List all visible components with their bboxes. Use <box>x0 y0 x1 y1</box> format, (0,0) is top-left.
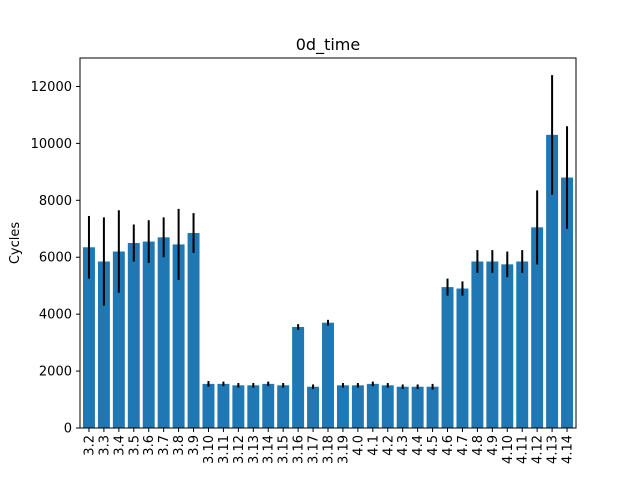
bar <box>232 385 245 428</box>
bar <box>127 243 140 428</box>
x-tick-label: 4.8 <box>471 435 486 456</box>
x-tick-label: 4.11 <box>516 435 531 464</box>
x-tick-label: 3.14 <box>262 435 277 464</box>
x-tick-label: 4.5 <box>426 435 441 456</box>
x-tick-label: 3.6 <box>142 435 157 456</box>
bar <box>112 251 125 428</box>
bar <box>202 383 215 428</box>
x-tick-label: 4.4 <box>411 435 426 456</box>
bar <box>501 264 514 428</box>
bar <box>396 386 409 428</box>
x-tick-label: 4.14 <box>561 435 576 464</box>
x-tick-label: 4.12 <box>531 435 546 464</box>
bar <box>441 287 454 428</box>
bar <box>486 261 499 428</box>
bar <box>247 385 260 428</box>
x-tick-label: 4.10 <box>501 435 516 464</box>
x-tick-label: 3.4 <box>112 435 127 456</box>
x-tick-label: 3.18 <box>322 435 337 464</box>
chart-title: 0d_time <box>296 35 360 55</box>
x-tick-label: 3.19 <box>336 435 351 464</box>
y-tick-label: 10000 <box>31 137 72 152</box>
bar <box>351 385 364 428</box>
y-axis-label: Cycles <box>8 222 23 265</box>
bar <box>97 261 110 428</box>
y-tick-label: 6000 <box>39 251 72 266</box>
bar <box>336 385 349 428</box>
bars-layer <box>82 134 574 428</box>
x-tick-label: 3.8 <box>172 435 187 456</box>
bar <box>456 288 469 428</box>
bar <box>172 244 185 428</box>
x-tick-label: 4.0 <box>351 435 366 456</box>
bar <box>217 383 230 428</box>
y-tick-label: 2000 <box>39 365 72 380</box>
x-tick-label: 3.16 <box>292 435 307 464</box>
bar <box>82 247 95 428</box>
x-tick-label: 3.2 <box>82 435 97 456</box>
y-tick-label: 8000 <box>39 194 72 209</box>
y-tick-label: 12000 <box>31 80 72 95</box>
y-tick-label: 0 <box>64 422 72 437</box>
bar <box>471 261 484 428</box>
x-tick-label: 4.9 <box>486 435 501 456</box>
bar <box>546 134 559 428</box>
bar <box>426 386 439 428</box>
bar <box>262 383 275 428</box>
x-tick-label: 3.7 <box>157 435 172 456</box>
bar <box>366 383 379 428</box>
bar <box>381 385 394 428</box>
bar <box>277 385 290 428</box>
bar <box>187 233 200 428</box>
x-tick-label: 4.7 <box>456 435 471 456</box>
x-tick-label: 3.10 <box>202 435 217 464</box>
bar <box>307 386 320 428</box>
bar <box>531 227 544 428</box>
bar <box>561 177 574 428</box>
bar <box>157 237 170 428</box>
x-tick-label: 4.13 <box>546 435 561 464</box>
x-tick-label: 3.15 <box>277 435 292 464</box>
y-axis: 0 2000 4000 6000 8000 10000 12000 <box>31 80 80 437</box>
x-tick-label: 3.12 <box>232 435 247 464</box>
x-tick-label: 3.17 <box>307 435 322 464</box>
bar <box>142 241 155 428</box>
x-tick-label: 4.2 <box>381 435 396 456</box>
x-tick-label: 4.1 <box>366 435 381 456</box>
bar <box>411 386 424 428</box>
error-bars-layer <box>87 75 569 390</box>
x-tick-label: 4.3 <box>396 435 411 456</box>
x-tick-label: 3.13 <box>247 435 262 464</box>
bar <box>322 322 334 428</box>
x-tick-label: 3.3 <box>97 435 112 456</box>
y-tick-label: 4000 <box>39 308 72 323</box>
x-tick-label: 3.9 <box>187 435 202 456</box>
x-tick-label: 4.6 <box>441 435 456 456</box>
x-tick-label: 3.5 <box>127 435 142 456</box>
bar <box>516 261 529 428</box>
x-axis: 3.2 3.3 3.4 3.5 3.6 3.7 3.8 3.9 3.10 3.11 3.12 3.13… <box>82 428 576 464</box>
bar <box>292 326 305 428</box>
x-tick-label: 3.11 <box>217 435 232 464</box>
